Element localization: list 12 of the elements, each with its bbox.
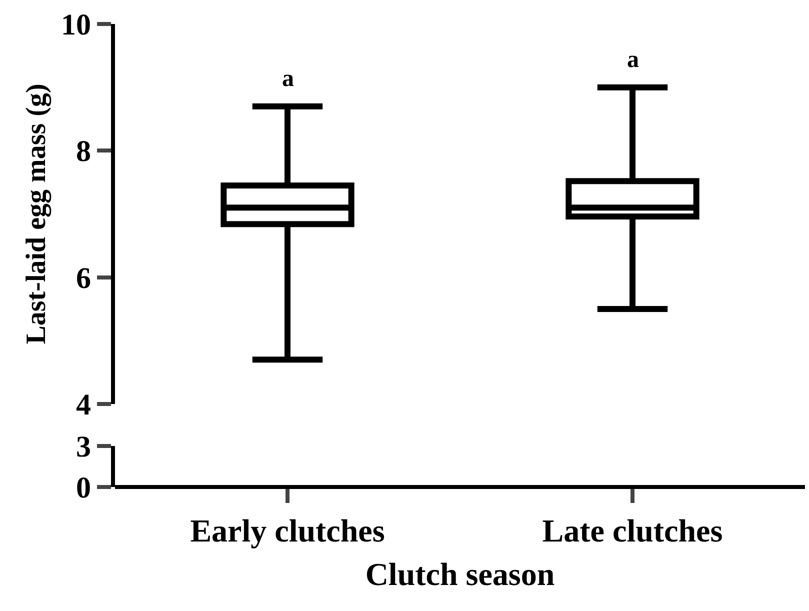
x-axis-title: Clutch season	[365, 556, 555, 592]
y-axis-title: Last-laid egg mass (g)	[21, 84, 52, 344]
x-tick-label: Late clutches	[542, 512, 723, 548]
y-tick-label: 10	[61, 8, 91, 42]
x-tick-label: Early clutches	[190, 512, 385, 548]
text: 0	[76, 472, 91, 504]
text: 3	[76, 430, 91, 464]
y-tick-label: 4	[76, 388, 91, 422]
annotation: a	[282, 66, 294, 92]
y-tick-label: 8	[76, 135, 91, 168]
annotation: a	[627, 47, 639, 73]
y-tick-label: 6	[76, 262, 91, 295]
